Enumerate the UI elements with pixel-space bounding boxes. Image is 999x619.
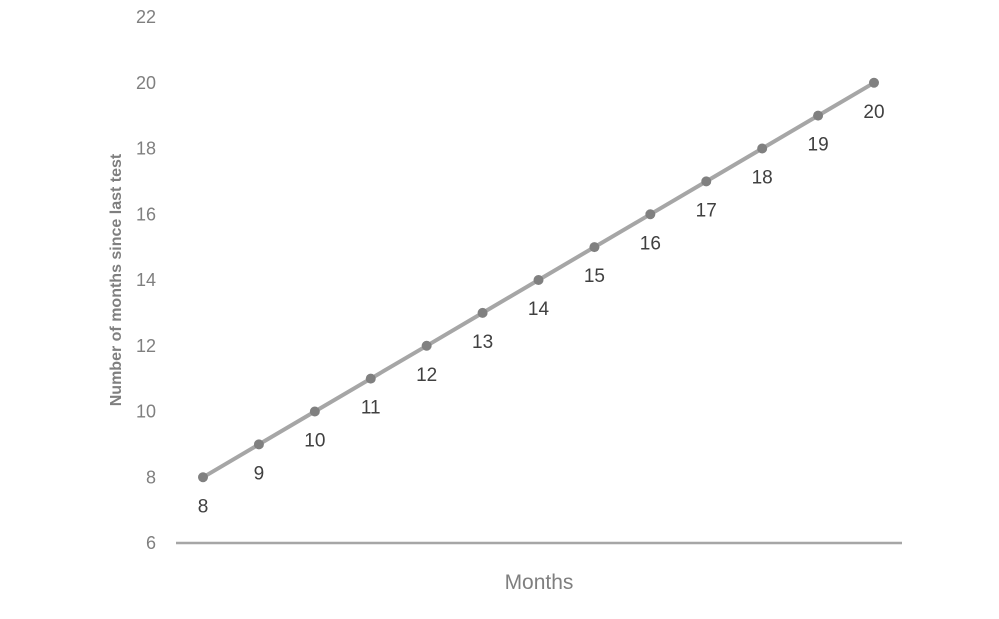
y-tick-label: 20: [136, 73, 156, 93]
data-point: [477, 307, 488, 318]
data-label: 11: [361, 398, 381, 419]
y-tick-label: 16: [136, 204, 156, 224]
data-label: 20: [863, 102, 884, 123]
y-tick-label: 8: [146, 467, 156, 487]
data-label: 13: [472, 332, 493, 353]
data-label: 10: [304, 431, 325, 452]
y-axis-title: Number of months since last test: [108, 153, 125, 406]
data-point: [757, 143, 768, 154]
data-point: [533, 275, 544, 285]
data-label: 17: [696, 200, 717, 221]
x-axis-title: Months: [505, 571, 574, 594]
data-point: [421, 340, 432, 351]
y-axis-ticks: 6 8 10 12 14 16 18 20 22: [136, 7, 156, 553]
data-label: 15: [584, 266, 605, 287]
data-label: 18: [752, 168, 773, 189]
data-point: [813, 110, 824, 121]
data-label: 19: [808, 135, 829, 156]
y-tick-label: 14: [136, 270, 156, 290]
y-tick-label: 18: [136, 139, 156, 159]
y-tick-label: 22: [136, 7, 156, 27]
y-tick-label: 10: [136, 402, 156, 422]
data-label: 12: [416, 365, 437, 386]
data-point: [309, 406, 320, 417]
data-label: 9: [254, 463, 265, 484]
data-point: [645, 209, 656, 220]
data-point: [869, 77, 879, 88]
y-tick-label: 6: [146, 533, 156, 553]
data-label: 8: [198, 496, 209, 517]
data-point: [365, 373, 376, 384]
y-tick-label: 12: [136, 336, 156, 356]
series-markers: [198, 77, 879, 483]
data-point: [253, 439, 264, 450]
data-point: [198, 472, 208, 483]
data-point: [701, 176, 712, 187]
data-label: 14: [528, 299, 550, 320]
data-labels: 8 9 10 11 12 13 14 15 16 17 18 19 20: [198, 102, 885, 518]
data-label: 16: [640, 233, 661, 254]
data-point: [589, 242, 600, 253]
